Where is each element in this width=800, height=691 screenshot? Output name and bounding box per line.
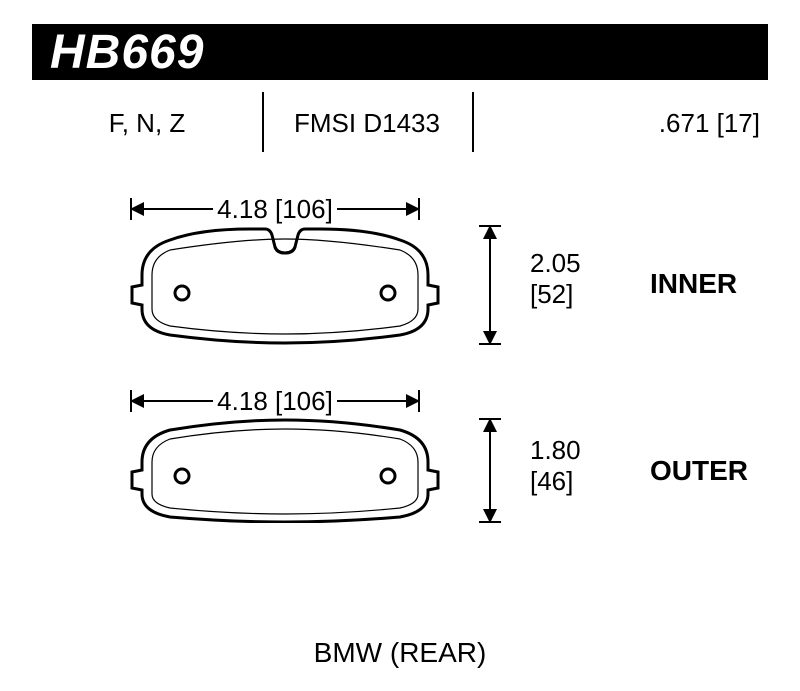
outer-height-dim — [460, 418, 520, 523]
inner-height-label: 2.05 [52] — [530, 248, 581, 310]
part-number: HB669 — [50, 25, 204, 80]
inner-height-dim — [460, 225, 520, 345]
spec-row: F, N, Z FMSI D1433 .671 [17] — [32, 88, 768, 158]
outer-height-label: 1.80 [46] — [530, 435, 581, 497]
spec-compounds: F, N, Z — [32, 88, 262, 158]
inner-width-label: 4.18 [106] — [213, 194, 337, 225]
footer-label: BMW (REAR) — [0, 637, 800, 669]
spec-thickness: .671 [17] — [472, 88, 768, 158]
header-bar: HB669 — [32, 24, 768, 80]
inner-height-line1: 2.05 — [530, 248, 581, 278]
inner-name-label: INNER — [650, 268, 737, 300]
outer-height-arrow — [475, 418, 505, 523]
outer-name-label: OUTER — [650, 455, 748, 487]
outer-pad-svg — [130, 418, 440, 523]
outer-width-dim: 4.18 [106] — [130, 386, 420, 417]
inner-height-line2: [52] — [530, 279, 573, 309]
outer-width-label: 4.18 [106] — [213, 386, 337, 417]
inner-pad-svg — [130, 225, 440, 345]
inner-pad — [130, 225, 440, 350]
outer-height-line2: [46] — [530, 466, 573, 496]
spec-fmsi: FMSI D1433 — [262, 88, 472, 158]
inner-width-dim: 4.18 [106] — [130, 194, 420, 225]
outer-height-line1: 1.80 — [530, 435, 581, 465]
outer-pad — [130, 418, 440, 528]
inner-height-arrow — [475, 225, 505, 345]
